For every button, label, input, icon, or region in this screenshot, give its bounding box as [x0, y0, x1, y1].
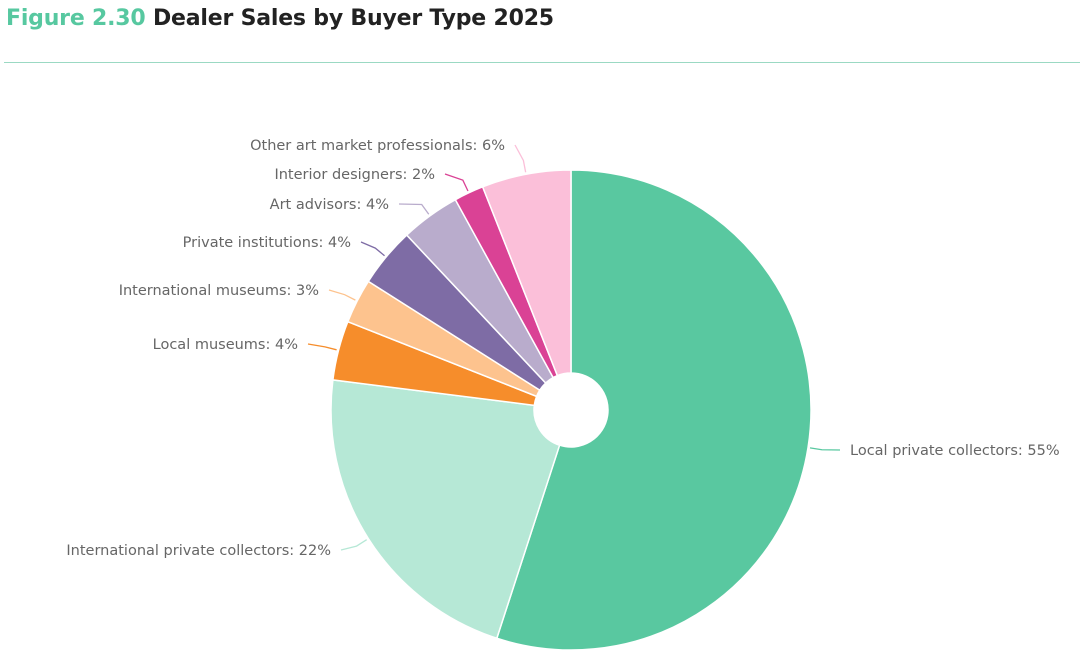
slice-local-private-collectors[interactable]: [495, 169, 812, 651]
leader-line-private-institutions: [360, 241, 385, 257]
data-label-local-private-collectors: Local private collectors: 55%: [850, 443, 1060, 459]
data-label-international-private-collectors: International private collectors: 22%: [66, 543, 331, 559]
leader-line-local-museums: [307, 343, 337, 351]
data-label-other-art-market-professionals: Other art market professionals: 6%: [250, 138, 505, 154]
slice-other-art-market-professionals[interactable]: [481, 169, 572, 377]
data-label-private-institutions: Private institutions: 4%: [183, 235, 351, 251]
slice-international-private-collectors[interactable]: [330, 379, 561, 640]
leader-line-international-private-collectors: [340, 539, 368, 551]
leader-line-art-advisors: [398, 203, 430, 215]
leader-line-international-museums: [328, 289, 356, 301]
data-label-interior-designers: Interior designers: 2%: [274, 167, 435, 183]
title-divider: [4, 62, 1080, 63]
chart-title: Dealer Sales by Buyer Type 2025: [152, 6, 554, 31]
figure-number: Figure 2.30: [6, 6, 146, 31]
data-label-international-museums: International museums: 3%: [119, 283, 319, 299]
leader-line-other-art-market-professionals: [514, 144, 527, 173]
chart-heading: Figure 2.30 Dealer Sales by Buyer Type 2…: [6, 6, 554, 31]
data-label-local-museums: Local museums: 4%: [153, 337, 298, 353]
leader-line-interior-designers: [444, 173, 469, 192]
leader-line-local-private-collectors: [809, 447, 841, 451]
data-label-art-advisors: Art advisors: 4%: [270, 197, 389, 213]
